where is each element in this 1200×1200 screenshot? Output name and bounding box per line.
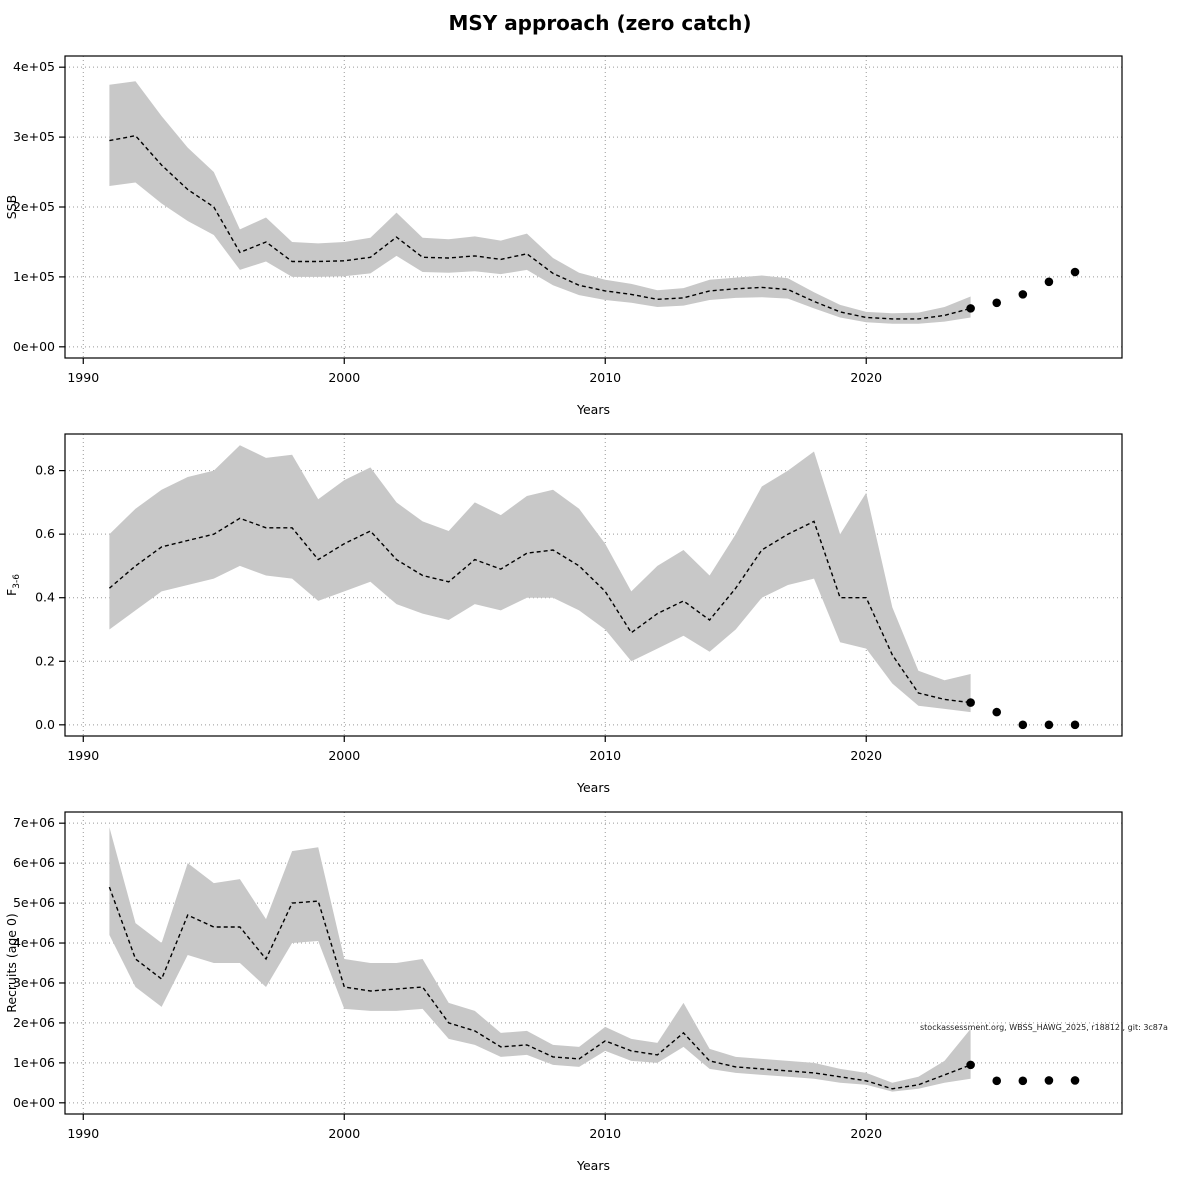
estimate-line [109,134,971,320]
y-tick-label: 5e+06 [13,895,55,910]
forecast-dot [1070,720,1080,730]
ssb-panel: 0e+00 1e+05 2e+05 3e+05 4e+05 1990 2000 2010 202… [4,55,1123,417]
y-tick-label: 0.6 [35,526,55,541]
forecast-dot [1044,720,1054,730]
confidence-band [109,445,971,713]
estimate-line [108,517,971,704]
y-tick-label: 0.2 [35,653,55,668]
y-tick-label: 2e+06 [13,1015,55,1030]
forecast-dot [992,707,1002,717]
f-bar-panel: 0.0 0.2 0.4 0.6 0.8 1990 2000 2010 2020 Years F3-6 [4,433,1123,795]
forecast-dot [966,304,975,313]
y-tick-label: 7e+06 [13,815,55,830]
x-tick-label: 2020 [850,748,882,763]
forecast-dot [1018,1076,1028,1086]
y-axis-title: SSB [4,195,19,219]
plot-border [64,433,1123,737]
estimate-line [108,886,971,1090]
plot-border [64,811,1123,1115]
x-tick-label: 1990 [67,1126,99,1141]
chart-title: MSY approach (zero catch) [448,11,752,35]
x-tick-label: 2010 [589,748,621,763]
x-tick-label: 1990 [67,370,99,385]
y-tick-label: 6e+06 [13,855,55,870]
y-tick-label: 0.0 [35,717,55,732]
y-tick-label: 4e+06 [13,935,55,950]
confidence-band [109,81,971,324]
y-tick-label: 1e+05 [13,269,55,284]
x-tick-label: 1990 [67,748,99,763]
y-axis-title: Recruits (age 0) [4,913,19,1013]
x-axis-title: Years [576,1158,610,1173]
forecast-dot [966,698,975,707]
x-tick-label: 2010 [589,370,621,385]
y-tick-label: 0.8 [35,463,55,478]
x-tick-label: 2000 [328,748,360,763]
charts-container: 0e+00 1e+05 2e+05 3e+05 4e+05 1990 2000 2010 202… [0,42,1200,1176]
x-tick-label: 2010 [589,1126,621,1141]
y-tick-label: 1e+06 [13,1055,55,1070]
recruits-panel: 0e+00 1e+06 2e+06 3e+06 4e+06 5e+06 6e+06 7e+06… [4,811,1168,1173]
y-tick-label: 0.4 [35,590,55,605]
forecast-dot [1070,1076,1080,1085]
watermark-text: stockassessment.org, WBSS_HAWG_2025, r18… [920,1023,1168,1032]
forecast-dot [992,298,1002,308]
y-tick-label: 4e+05 [13,59,55,74]
forecast-dot [1044,277,1054,287]
forecast-dot [992,1076,1002,1086]
y-tick-label: 0e+00 [13,1095,55,1110]
forecast-dot [1018,290,1028,299]
x-tick-label: 2020 [850,370,882,385]
x-axis-title: Years [576,780,610,795]
forecast-dot [1018,720,1028,730]
y-tick-label: 2e+05 [13,199,55,214]
x-axis-title: Years [576,402,610,417]
y-axis-title: F3-6 [4,574,22,596]
forecast-dot [1070,267,1080,277]
x-tick-label: 2020 [850,1126,882,1141]
x-tick-label: 2000 [328,1126,360,1141]
y-tick-label: 3e+06 [13,975,55,990]
y-tick-label: 3e+05 [13,129,55,144]
x-tick-label: 2000 [328,370,360,385]
y-tick-label: 0e+00 [13,339,55,354]
forecast-dot [1044,1076,1054,1085]
forecast-dot [966,1060,975,1070]
confidence-band [109,827,971,1092]
